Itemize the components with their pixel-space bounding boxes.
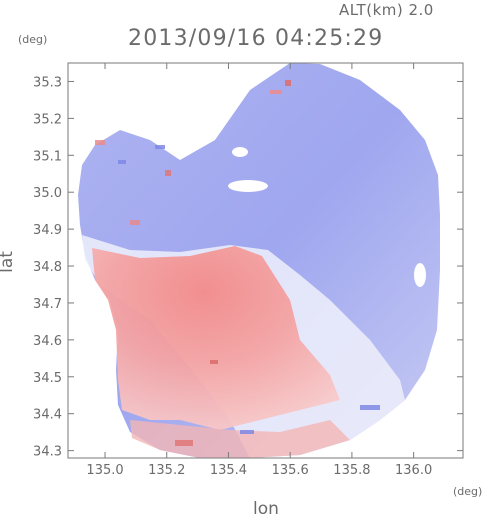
echo-gap	[228, 180, 268, 192]
y-axis-unit: (deg)	[18, 33, 48, 46]
x-tick-label: 135.4	[210, 463, 247, 478]
y-tick-label: 35.1	[33, 149, 62, 164]
near-field-clutter	[130, 420, 350, 458]
y-tick-label: 34.5	[33, 371, 62, 386]
x-axis-unit: (deg)	[453, 485, 483, 498]
y-tick-label: 34.6	[33, 334, 62, 349]
x-tick-label: 135.2	[148, 463, 185, 478]
x-tick-label: 135.6	[272, 463, 309, 478]
echo-gap	[414, 263, 426, 287]
y-tick-label: 34.4	[33, 408, 62, 423]
altitude-label: ALT(km) 2.0	[339, 1, 434, 19]
receding-echo-region	[92, 246, 340, 430]
datetime-title: 2013/09/16 04:25:29	[128, 26, 384, 51]
y-ticks: 34.3 34.4 34.5 34.6 34.7 34.8 34.9 35.0 35.1 35.2…	[33, 75, 463, 460]
y-tick-label: 35.3	[33, 75, 62, 90]
y-tick-label: 34.9	[33, 223, 62, 238]
x-axis-label: lon	[253, 499, 279, 519]
y-tick-label: 34.7	[33, 297, 62, 312]
radar-echo-field	[78, 63, 440, 458]
x-ticks: 135.0 135.2 135.4 135.6 135.8 136.0	[86, 63, 432, 478]
x-tick-label: 136.0	[395, 463, 432, 478]
x-tick-label: 135.8	[333, 463, 370, 478]
x-tick-label: 135.0	[86, 463, 123, 478]
echo-gap	[232, 147, 248, 157]
plot-frame	[67, 62, 464, 459]
echo-speckle	[95, 80, 380, 446]
y-tick-label: 35.0	[33, 186, 62, 201]
y-tick-label: 34.3	[33, 445, 62, 460]
y-tick-label: 34.8	[33, 260, 62, 275]
y-tick-label: 35.2	[33, 112, 62, 127]
